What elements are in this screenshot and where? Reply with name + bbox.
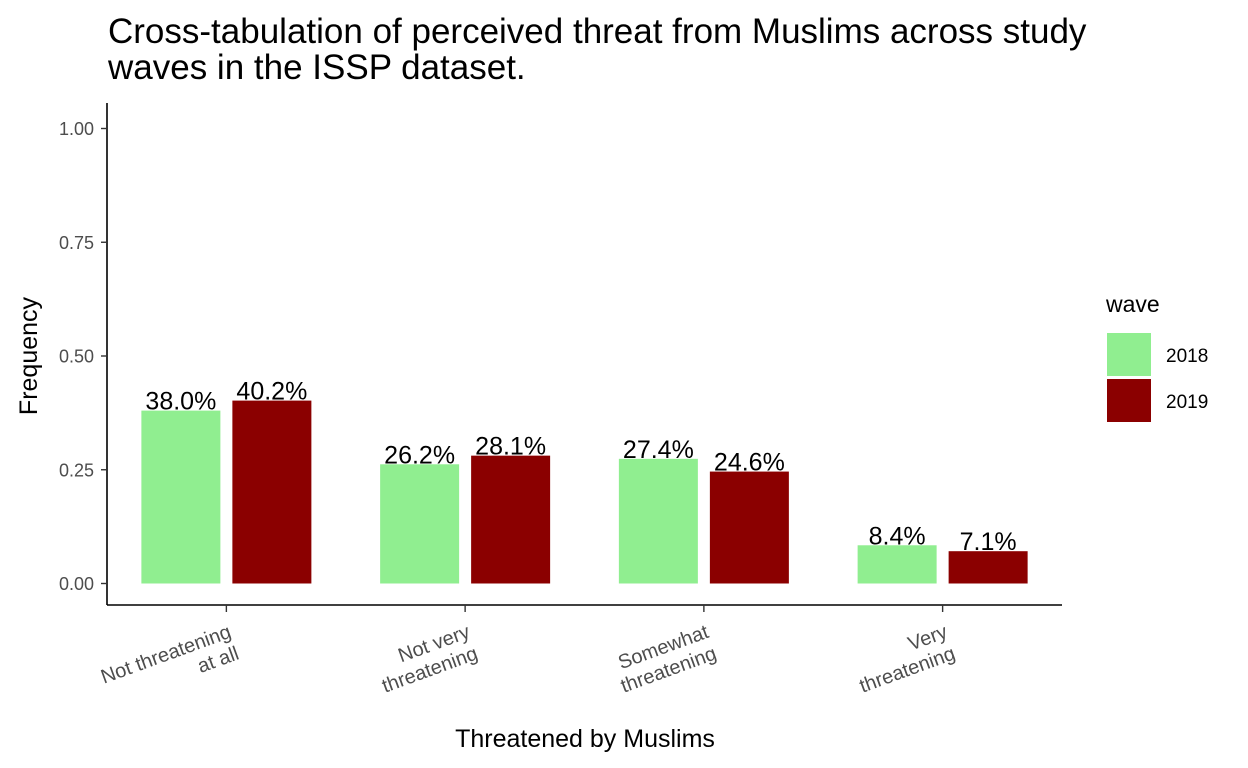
bar-value-label: 24.6% (714, 449, 785, 477)
legend: wave 2018 2019 (1105, 291, 1208, 422)
bar-value-label: 38.0% (145, 388, 216, 416)
x-axis-title: Threatened by Muslims (455, 725, 715, 753)
chart-title-line: waves in the ISSP dataset. (107, 48, 526, 87)
y-tick-label: 0.25 (59, 460, 94, 480)
y-tick-label: 0.00 (59, 574, 94, 594)
bar-2018-1 (380, 464, 460, 584)
bars (141, 400, 1028, 584)
chart-title-line: Cross-tabulation of perceived threat fro… (108, 12, 1087, 51)
bar-value-label: 40.2% (236, 378, 307, 406)
bar-2019-3 (948, 551, 1028, 584)
legend-label: 2019 (1166, 392, 1208, 413)
axes: 0.00 0.25 0.50 0.75 1.00 (59, 103, 1062, 612)
bar-value-label: 26.2% (384, 441, 455, 469)
y-tick-label: 0.50 (59, 347, 94, 367)
chart-title: Cross-tabulation of perceived threat fro… (107, 12, 1087, 87)
bar-labels: 38.0% 40.2% 26.2% 28.1% 27.4% 24.6% 8.4% 7.1% (145, 378, 1016, 557)
bar-value-label: 8.4% (869, 522, 926, 550)
bar-2018-2 (618, 458, 698, 584)
bar-2019-2 (709, 471, 789, 584)
legend-key-2018 (1107, 333, 1151, 376)
bar-2018-3 (857, 545, 937, 584)
bar-2019-0 (232, 400, 312, 584)
legend-label: 2018 (1166, 346, 1208, 367)
y-tick-label: 1.00 (59, 119, 94, 139)
y-tick-label: 0.75 (59, 233, 94, 253)
x-tick-label-line: threatening (857, 643, 959, 698)
bar-2019-1 (471, 455, 551, 584)
legend-key-2019 (1107, 379, 1151, 422)
bar-value-label: 7.1% (960, 528, 1017, 556)
bar-2018-0 (141, 410, 221, 584)
legend-title: wave (1105, 291, 1160, 317)
bar-value-label: 27.4% (623, 436, 694, 464)
y-axis-title: Frequency (15, 296, 43, 415)
bar-value-label: 28.1% (475, 433, 546, 461)
